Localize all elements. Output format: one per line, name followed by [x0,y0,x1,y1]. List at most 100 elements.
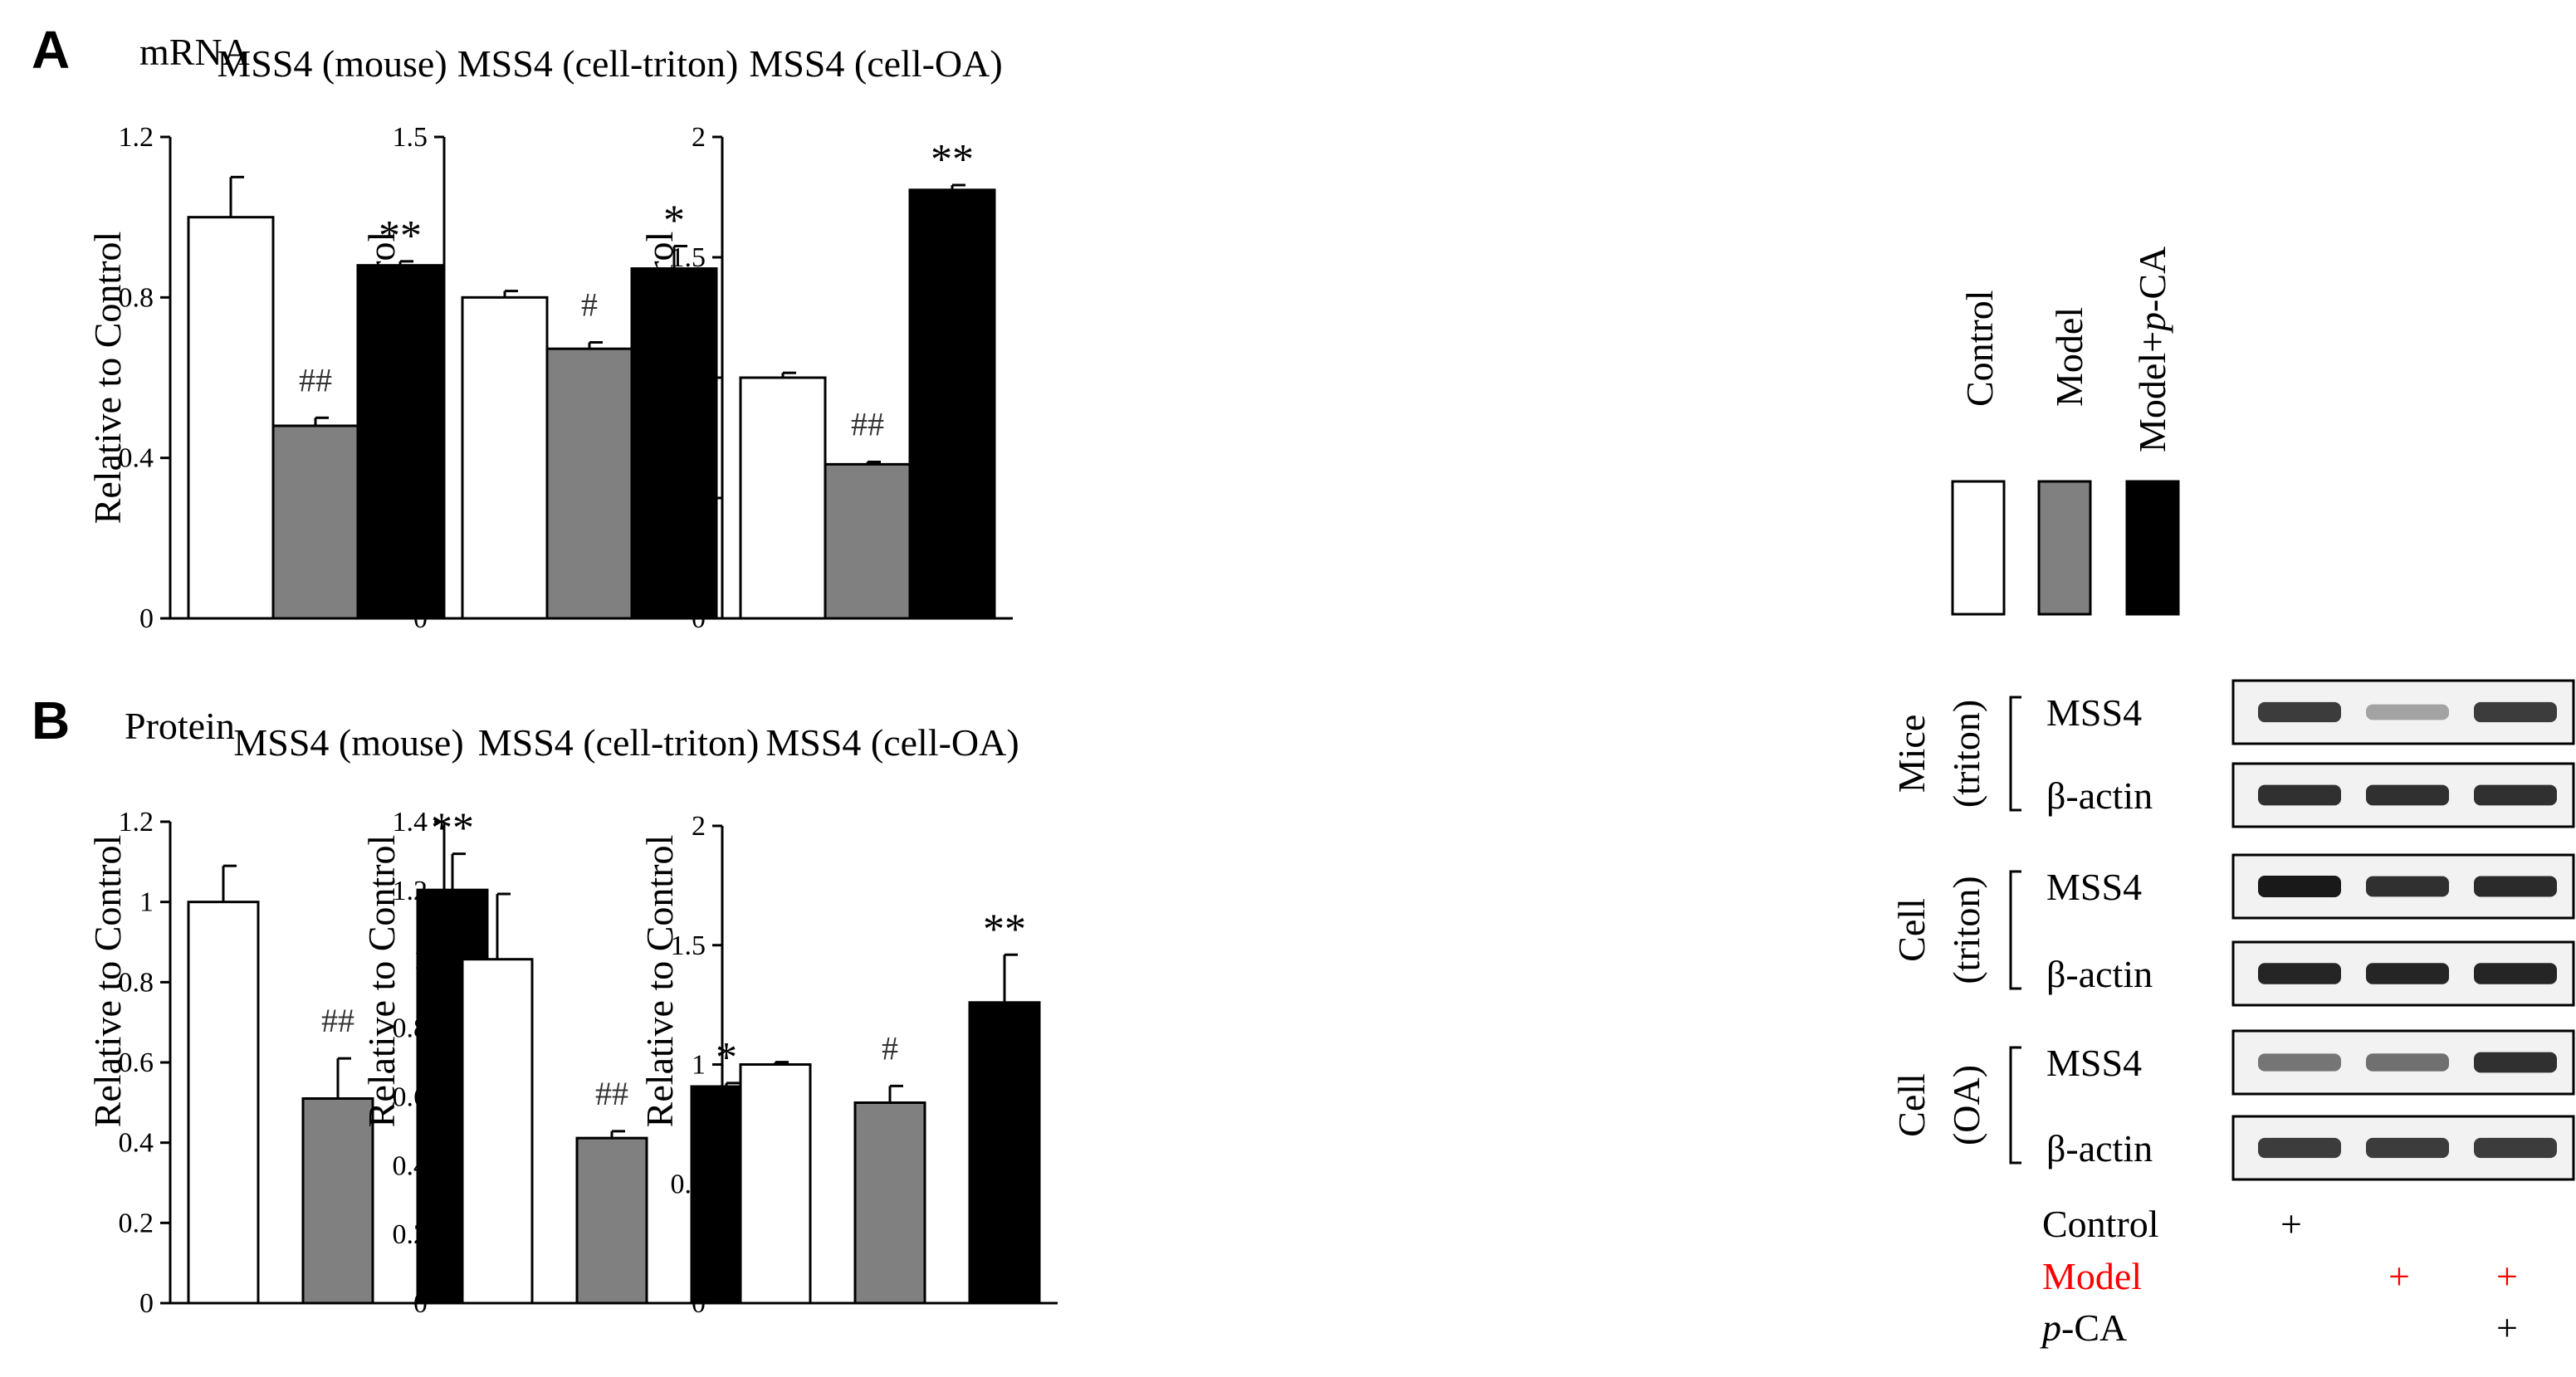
blot-band [2258,1053,2341,1072]
significance-model-pca: ** [931,136,974,183]
y-axis-label: Relative to Control [638,835,681,1128]
y-tick-label: 1.2 [393,876,428,906]
y-tick-label: 1 [692,363,706,393]
y-axis-label: Relative to Control [360,232,403,525]
y-tick-label: 1 [413,282,428,313]
bar-model-pca [908,188,996,620]
y-tick-label: 0.5 [393,443,428,474]
blot-band [2258,963,2341,984]
legend-label-model-pca: Model+p-CA [2131,247,2173,452]
blot-band [2258,784,2341,806]
treatment-sign: + [2280,1203,2302,1245]
y-tick-label: 1 [139,887,154,918]
blot-bracket [2009,870,2021,990]
blot-group-name: Cell [1890,1073,1933,1137]
chart-a-cell-triton: MSS4 (cell-triton) Relative to Control 0 0.… [360,42,738,634]
y-tick-label: 0.4 [119,1128,154,1159]
legend-swatch-control [1951,480,2006,616]
significance-model-pca: ** [379,212,422,260]
y-tick-label: 1.2 [119,807,154,837]
bar-model [545,347,633,620]
significance-model: ## [851,406,884,443]
bar-control [187,216,275,620]
y-tick-label: 0.5 [671,483,706,514]
y-tick-label: 1.4 [393,807,428,837]
chart-title: MSS4 (cell-triton) [478,721,760,764]
significance-model-pca: * [663,197,685,244]
blot-band [2258,1137,2341,1159]
blot-row-label: MSS4 [2046,1042,2142,1084]
legend-label-model: Model [2048,307,2090,407]
significance-model-pca: ** [983,906,1026,953]
bar-model [853,1101,926,1305]
chart-a-mouse: MSS4 (mouse) Relative to Control 0 0.4 0.8 1.… [86,42,461,634]
blot-band [2258,876,2341,897]
y-tick-label: 0 [692,1288,706,1319]
y-tick-label: 0.8 [393,1013,428,1044]
y-tick-label: 0.6 [393,1082,428,1112]
panel-b-label: Protein [125,705,235,747]
bar-model-pca [630,267,718,620]
blot-band [2474,1137,2557,1159]
legend-label-control: Control [1958,290,2001,407]
significance-model: # [882,1029,898,1067]
y-tick-label: 0.8 [119,282,154,313]
bar-control [461,295,549,620]
y-tick-label: 2 [692,122,706,153]
y-tick-label: 1.5 [671,242,706,273]
y-tick-label: 0 [139,1288,154,1319]
y-tick-label: 0 [139,603,154,634]
blot-row-label: β-actin [2046,1127,2153,1169]
bar-control [187,901,260,1305]
y-tick-label: 0.8 [119,967,154,998]
blot-bracket [2009,696,2021,812]
blot-band [2474,876,2557,897]
blot-band [2366,704,2449,720]
significance-model: # [581,286,598,323]
y-tick-label: 1.5 [671,930,706,961]
y-tick-label: 2 [692,811,706,842]
blot-band [2366,963,2449,984]
treatment-sign: + [2496,1306,2518,1349]
y-tick-label: 1 [692,1050,706,1081]
blot-band [2258,701,2341,723]
y-tick-label: 0 [413,603,428,634]
y-tick-label: 0.6 [119,1047,154,1078]
treatment-label: Control [2042,1203,2159,1245]
significance-model: ## [299,361,332,398]
blot-row-label: β-actin [2046,774,2153,817]
y-axis-label: Relative to Control [86,232,129,525]
bar-model [301,1097,374,1305]
blot-row-label: β-actin [2046,953,2153,995]
panel-a-letter: A [32,20,70,80]
treatment-label: Model [2042,1255,2142,1297]
bar-control [739,376,827,620]
legend-swatch-model-pca [2125,480,2180,616]
chart-title: MSS4 (cell-triton) [457,42,739,85]
significance-model-pca: * [716,1034,737,1082]
blot-row-label: MSS4 [2046,691,2142,734]
blot-band [2366,1137,2449,1159]
blot-band [2366,784,2449,806]
blot-group-name: Cell [1890,898,1933,962]
blot-band [2474,1052,2557,1073]
y-axis-label: Relative to Control [360,835,403,1128]
bar-model-pca [356,264,444,620]
y-tick-label: 1.2 [119,122,154,153]
blot-band [2474,963,2557,984]
bar-model [824,462,912,620]
blot-group-name: Mice [1890,715,1933,793]
y-tick-label: 1 [413,945,428,975]
chart-b-mouse: MSS4 (mouse) Relative to Control 0 0.2 0.4 0.… [86,721,506,1319]
panel-a-label: mRNA [139,31,250,73]
blot-group-sub: (OA) [1945,1065,1987,1145]
chart-b-cell-oa: MSS4 (cell-OA) Relative to Control 0 0.5 1 1.… [638,721,1058,1319]
y-tick-label: 0.2 [119,1208,154,1238]
y-tick-label: 0 [692,603,706,634]
bar-model [575,1136,648,1305]
chart-title: MSS4 (cell-OA) [749,42,1002,85]
significance-model: ## [595,1075,628,1112]
y-tick-label: 0.4 [119,443,154,474]
blot-band [2366,1053,2449,1072]
